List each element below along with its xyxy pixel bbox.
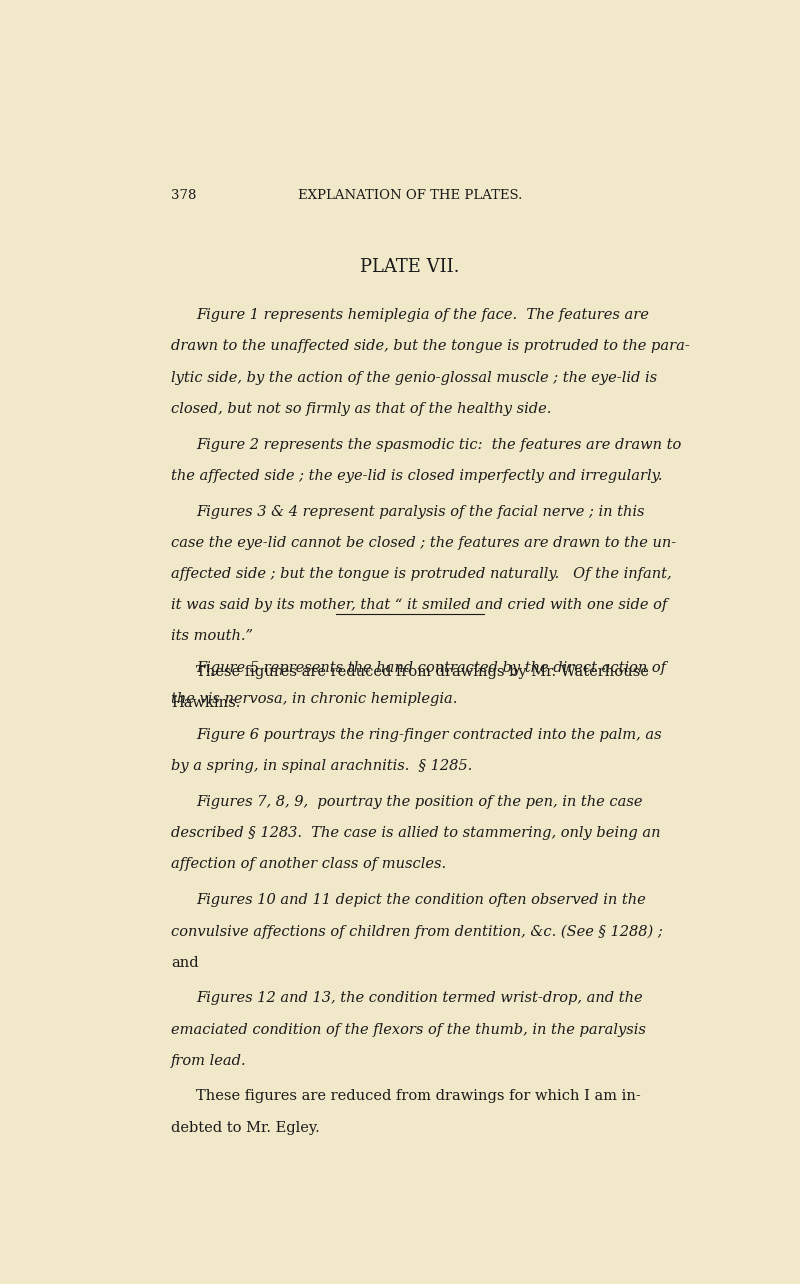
Text: Figure 1 represents hemiplegia of the face.  The features are: Figure 1 represents hemiplegia of the fa… xyxy=(196,308,649,322)
Text: drawn to the unaffected side, but the tongue is protruded to the para-: drawn to the unaffected side, but the to… xyxy=(171,339,690,353)
Text: lytic side, by the action of the genio-glossal muscle ; the eye-lid is: lytic side, by the action of the genio-g… xyxy=(171,371,658,385)
Text: emaciated condition of the flexors of the thumb, in the paralysis: emaciated condition of the flexors of th… xyxy=(171,1022,646,1036)
Text: PLATE VII.: PLATE VII. xyxy=(360,258,460,276)
Text: it was said by its mother, that “ it smiled and cried with one side of: it was said by its mother, that “ it smi… xyxy=(171,598,667,612)
Text: Figures 10 and 11 depict the condition often observed in the: Figures 10 and 11 depict the condition o… xyxy=(196,894,646,908)
Text: the affected side ; the eye-lid is closed imperfectly and irregularly.: the affected side ; the eye-lid is close… xyxy=(171,469,662,483)
Text: Figures 12 and 13, the condition termed wrist-drop, and the: Figures 12 and 13, the condition termed … xyxy=(196,991,642,1005)
Text: Figure 2 represents the spasmodic tic:  the features are drawn to: Figure 2 represents the spasmodic tic: t… xyxy=(196,438,682,452)
Text: These figures are reduced from drawings by Mr. Waterhouse: These figures are reduced from drawings … xyxy=(196,665,649,679)
Text: affection of another class of muscles.: affection of another class of muscles. xyxy=(171,858,446,872)
Text: These figures are reduced from drawings for which I am in-: These figures are reduced from drawings … xyxy=(196,1090,641,1103)
Text: 378: 378 xyxy=(171,189,197,202)
Text: Hawkins.: Hawkins. xyxy=(171,696,241,710)
Text: closed, but not so firmly as that of the healthy side.: closed, but not so firmly as that of the… xyxy=(171,402,552,416)
Text: Figure 6 pourtrays the ring-finger contracted into the palm, as: Figure 6 pourtrays the ring-finger contr… xyxy=(196,728,662,742)
Text: the vis nervosa, in chronic hemiplegia.: the vis nervosa, in chronic hemiplegia. xyxy=(171,692,458,706)
Text: Figure 5 represents the hand contracted by the direct action of: Figure 5 represents the hand contracted … xyxy=(196,661,666,675)
Text: its mouth.”: its mouth.” xyxy=(171,629,254,643)
Text: convulsive affections of children from dentition, &c. (See § 1288) ;: convulsive affections of children from d… xyxy=(171,924,663,939)
Text: affected side ; but the tongue is protruded naturally.   Of the infant,: affected side ; but the tongue is protru… xyxy=(171,566,672,580)
Text: by a spring, in spinal arachnitis.  § 1285.: by a spring, in spinal arachnitis. § 128… xyxy=(171,759,473,773)
Text: described § 1283.  The case is allied to stammering, only being an: described § 1283. The case is allied to … xyxy=(171,827,661,840)
Text: from lead.: from lead. xyxy=(171,1054,247,1068)
Text: Figures 3 & 4 represent paralysis of the facial nerve ; in this: Figures 3 & 4 represent paralysis of the… xyxy=(196,505,645,519)
Text: and: and xyxy=(171,955,199,969)
Text: EXPLANATION OF THE PLATES.: EXPLANATION OF THE PLATES. xyxy=(298,189,522,202)
Text: Figures 7, 8, 9,  pourtray the position of the pen, in the case: Figures 7, 8, 9, pourtray the position o… xyxy=(196,795,642,809)
Text: case the eye-lid cannot be closed ; the features are drawn to the un-: case the eye-lid cannot be closed ; the … xyxy=(171,535,677,550)
Text: debted to Mr. Egley.: debted to Mr. Egley. xyxy=(171,1121,320,1135)
